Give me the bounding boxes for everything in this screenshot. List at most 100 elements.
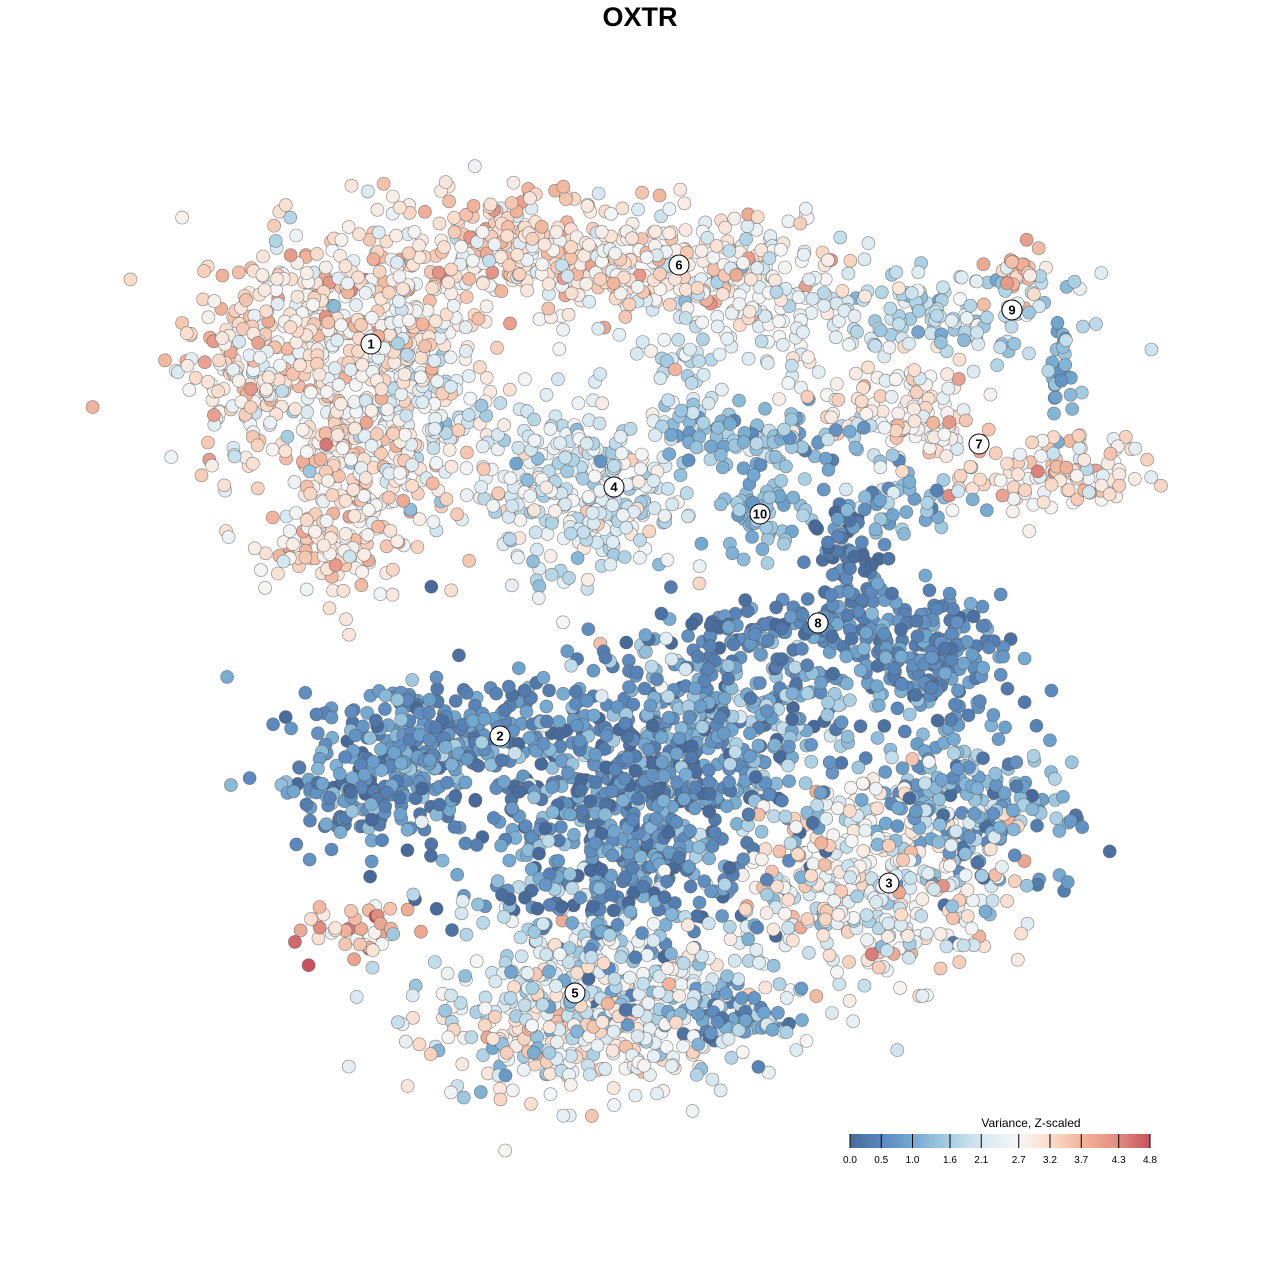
data-point bbox=[956, 938, 971, 953]
data-point bbox=[1044, 683, 1059, 698]
data-point bbox=[713, 497, 728, 512]
data-point bbox=[444, 988, 458, 1003]
data-point bbox=[683, 824, 697, 838]
data-point bbox=[715, 287, 730, 302]
data-point bbox=[459, 686, 474, 700]
data-point bbox=[1103, 446, 1118, 461]
data-point bbox=[182, 383, 197, 397]
data-point bbox=[720, 331, 735, 346]
data-point bbox=[506, 175, 521, 190]
data-point bbox=[769, 285, 784, 299]
data-point bbox=[775, 652, 789, 666]
data-point bbox=[328, 921, 343, 935]
data-point bbox=[539, 699, 554, 714]
data-point bbox=[722, 244, 737, 258]
data-point bbox=[407, 225, 422, 239]
data-point bbox=[869, 895, 884, 909]
data-point bbox=[505, 499, 520, 513]
data-point bbox=[896, 853, 910, 867]
data-point bbox=[450, 507, 464, 522]
data-point bbox=[868, 339, 883, 353]
data-point bbox=[860, 933, 874, 947]
data-point bbox=[455, 1057, 470, 1071]
data-point bbox=[1011, 467, 1025, 482]
data-point bbox=[897, 724, 912, 739]
data-point bbox=[607, 824, 621, 839]
data-point bbox=[1000, 456, 1014, 471]
data-point bbox=[717, 726, 731, 741]
data-point bbox=[349, 298, 363, 312]
data-point bbox=[761, 1065, 776, 1080]
data-point bbox=[365, 943, 380, 958]
data-point bbox=[705, 1072, 720, 1087]
data-point bbox=[929, 483, 944, 498]
data-point bbox=[885, 586, 899, 601]
data-point bbox=[825, 567, 840, 582]
data-point bbox=[715, 460, 730, 475]
data-point bbox=[765, 1023, 780, 1037]
data-point bbox=[692, 559, 707, 574]
data-point bbox=[499, 1046, 514, 1060]
data-point bbox=[633, 461, 648, 476]
data-point bbox=[1019, 233, 1034, 247]
data-point bbox=[1067, 274, 1082, 289]
data-point bbox=[505, 801, 519, 816]
data-point bbox=[211, 384, 225, 399]
data-point bbox=[1128, 472, 1142, 486]
data-point bbox=[791, 847, 805, 862]
data-point bbox=[319, 385, 334, 399]
data-point bbox=[476, 276, 490, 291]
data-point bbox=[438, 1003, 452, 1018]
data-point bbox=[581, 572, 595, 587]
data-point bbox=[678, 311, 693, 325]
data-point bbox=[771, 1005, 785, 1020]
data-point bbox=[405, 673, 420, 687]
data-point bbox=[914, 909, 929, 923]
data-point bbox=[857, 252, 872, 267]
data-point bbox=[604, 207, 618, 221]
data-point bbox=[511, 661, 526, 676]
data-point bbox=[641, 742, 656, 757]
data-point bbox=[702, 775, 717, 790]
data-point bbox=[319, 817, 334, 832]
data-point bbox=[299, 582, 314, 597]
data-point bbox=[581, 622, 596, 637]
data-point bbox=[996, 649, 1010, 664]
data-point bbox=[894, 677, 909, 691]
data-point bbox=[444, 459, 459, 474]
data-point bbox=[736, 256, 750, 270]
data-point bbox=[775, 793, 789, 808]
data-point bbox=[304, 912, 318, 926]
data-point bbox=[502, 853, 517, 868]
data-point bbox=[1036, 495, 1051, 510]
data-point bbox=[801, 350, 815, 364]
data-point bbox=[339, 612, 353, 627]
data-point bbox=[719, 986, 733, 1001]
data-point bbox=[348, 728, 363, 743]
data-point bbox=[631, 202, 645, 217]
data-point bbox=[220, 670, 234, 684]
data-point bbox=[970, 855, 985, 870]
data-point bbox=[696, 367, 711, 382]
data-point bbox=[254, 563, 268, 577]
data-point bbox=[364, 854, 379, 869]
data-point bbox=[868, 781, 883, 796]
data-point bbox=[583, 794, 598, 808]
data-point bbox=[524, 1097, 538, 1111]
data-point bbox=[319, 437, 334, 452]
data-point bbox=[664, 946, 678, 961]
data-point bbox=[943, 858, 957, 873]
data-point bbox=[504, 965, 518, 980]
data-point bbox=[885, 508, 900, 522]
data-point bbox=[606, 1024, 621, 1039]
data-point bbox=[598, 807, 613, 822]
data-point bbox=[659, 631, 674, 646]
data-point bbox=[944, 313, 959, 328]
data-point bbox=[194, 468, 209, 483]
data-point bbox=[674, 403, 689, 418]
data-point bbox=[490, 874, 505, 888]
data-point bbox=[750, 920, 765, 935]
data-point bbox=[625, 231, 639, 245]
data-point bbox=[341, 1059, 356, 1074]
data-point bbox=[205, 458, 219, 473]
